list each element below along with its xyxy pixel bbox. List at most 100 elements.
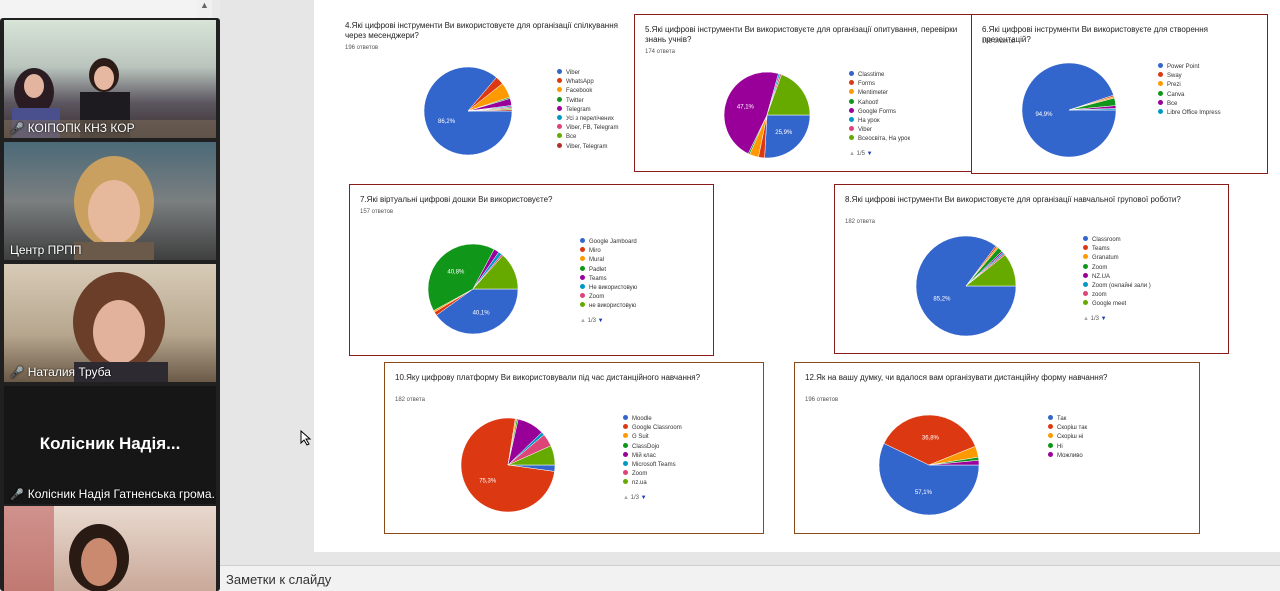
legend-item: Twitter xyxy=(557,96,618,106)
participant-tile-4[interactable]: Колісник Надія... 🎤 Колісник Надія Гатнен… xyxy=(4,386,216,504)
legend-label: На урок xyxy=(858,118,880,125)
legend-item: Mural xyxy=(580,256,637,265)
pager-down-icon[interactable]: ▼ xyxy=(1098,315,1107,322)
legend-pager[interactable]: ▲ 1/3 ▼ xyxy=(623,495,647,501)
pie-slice xyxy=(467,109,513,112)
legend-label: ClassDojo xyxy=(632,443,660,450)
pager-up-icon[interactable]: ▲ xyxy=(849,150,857,157)
legend-label: Viber xyxy=(566,70,580,76)
pie-chart: 40,1% 40,8% xyxy=(427,243,519,335)
participant-video xyxy=(4,506,129,591)
question-title: 4.Які цифрові інструменти Ви використову… xyxy=(345,21,618,40)
legend-label: Google Jamboard xyxy=(589,239,637,245)
legend-label: Moodle xyxy=(632,416,652,422)
pager-down-icon[interactable]: ▼ xyxy=(638,494,647,501)
legend-label: WhatsApp xyxy=(566,79,594,86)
pie-slice xyxy=(507,445,556,466)
legend-color-dot xyxy=(623,470,628,476)
legend-label: Все xyxy=(566,134,577,141)
legend-color-dot xyxy=(1158,72,1163,78)
legend-color-dot xyxy=(557,96,562,102)
legend-label: Power Point xyxy=(1167,64,1200,70)
legend-color-dot xyxy=(557,87,562,93)
pie-slice xyxy=(883,414,976,466)
legend-item: Мій клас xyxy=(623,451,682,461)
question-title: 12.Як на вашу думку, чи вдалося вам орга… xyxy=(805,373,1108,382)
pager-down-icon[interactable]: ▼ xyxy=(864,150,873,157)
legend-color-dot xyxy=(1083,300,1088,306)
pie-slice xyxy=(723,71,779,155)
slice-percent-label: 40,8% xyxy=(447,270,465,276)
legend-label: не використовую xyxy=(589,303,637,310)
legend-label: Viber xyxy=(858,127,872,134)
legend-item: Power Point xyxy=(1158,63,1221,72)
legend-color-dot xyxy=(623,451,628,457)
pie-slice xyxy=(928,460,980,466)
legend-label: Скоріш так xyxy=(1057,425,1088,432)
participant-tile-2[interactable]: Центр ПРПП xyxy=(4,142,216,260)
pager-down-icon[interactable]: ▼ xyxy=(595,317,604,324)
legend-item: Mentimeter xyxy=(849,89,910,98)
legend-item: Все xyxy=(557,133,618,142)
legend-pager[interactable]: ▲ 1/5 ▼ xyxy=(849,151,873,157)
legend-pager[interactable]: ▲ 1/3 ▼ xyxy=(580,318,604,324)
legend-label: Microsoft Teams xyxy=(632,462,676,469)
scroll-up-icon[interactable]: ▲ xyxy=(200,0,209,10)
legend-label: Teams xyxy=(589,275,607,282)
legend-color-dot xyxy=(849,135,854,141)
legend-label: Twitter xyxy=(566,97,584,104)
slide-notes-pane[interactable]: Заметки к слайду xyxy=(220,565,1280,591)
legend-color-dot xyxy=(849,126,854,132)
legend-item: G Suit xyxy=(623,433,682,442)
legend-color-dot xyxy=(1048,415,1053,420)
legend-item: Zoom xyxy=(580,293,637,302)
slice-percent-label: 75,3% xyxy=(479,478,497,484)
legend-color-dot xyxy=(623,424,628,430)
pie-chart: 86,2% xyxy=(423,66,513,156)
mic-muted-icon: 🎤 xyxy=(10,123,24,135)
legend-item: Скоріш так xyxy=(1048,424,1087,433)
legend-item: Google Forms xyxy=(849,107,910,117)
legend-item: Forms xyxy=(849,80,910,89)
legend-color-dot xyxy=(623,415,628,420)
legend-label: Усі з перелічених xyxy=(566,116,614,123)
legend-label: Viber, FB, Telegram xyxy=(566,125,619,132)
legend-item: Classroom xyxy=(1083,236,1151,245)
participant-video xyxy=(4,58,216,138)
pager-text: 1/3 xyxy=(630,494,639,501)
slide-canvas[interactable]: 4.Які цифрові інструменти Ви використову… xyxy=(314,0,1280,552)
legend-label: Facebook xyxy=(566,88,593,95)
legend-item: Ні xyxy=(1048,442,1087,452)
legend-color-dot xyxy=(580,238,585,243)
pager-up-icon[interactable]: ▲ xyxy=(580,317,588,324)
legend-item: Google Classroom xyxy=(623,424,682,433)
participant-tile-3[interactable]: 🎤 Наталия Труба xyxy=(4,264,216,382)
legend-item: Teams xyxy=(580,274,637,284)
slice-percent-label: 86,2% xyxy=(438,119,456,125)
legend-item: Libre Office Impress xyxy=(1158,109,1221,118)
legend-pager[interactable]: ▲ 1/3 ▼ xyxy=(1083,316,1107,322)
legend-label: Mentimeter xyxy=(858,90,889,97)
legend-item: Zoom xyxy=(623,470,682,479)
participant-tile-5[interactable] xyxy=(4,506,216,591)
slice-percent-label: 36,8% xyxy=(922,436,940,442)
legend-color-dot xyxy=(557,142,562,148)
legend-item: ClassDojo xyxy=(623,442,682,452)
legend-label: Classroom xyxy=(1092,237,1121,243)
legend-color-dot xyxy=(849,98,854,104)
legend-item: Classtime xyxy=(849,71,910,80)
pager-up-icon[interactable]: ▲ xyxy=(623,494,631,501)
legend-label: Zoom xyxy=(1092,264,1108,271)
chart-legend: Viber WhatsApp Facebook Twitter Telegram Усі … xyxy=(557,69,618,152)
legend-item: WhatsApp xyxy=(557,78,618,87)
participant-name: 🎤 Колісник Надія Гатненська грома... xyxy=(10,487,216,501)
legend-item: Sway xyxy=(1158,72,1221,81)
legend-label: Google meet xyxy=(1092,301,1127,308)
legend-item: Prezi xyxy=(1158,81,1221,90)
participant-tile-1[interactable]: 🎤 КОІПОПК КНЗ КОР xyxy=(4,20,216,138)
legend-color-dot xyxy=(1083,272,1088,278)
pager-up-icon[interactable]: ▲ xyxy=(1083,315,1091,322)
slice-percent-label: 40,1% xyxy=(473,311,491,317)
legend-color-dot xyxy=(849,71,854,76)
legend-item: Teams xyxy=(1083,245,1151,254)
